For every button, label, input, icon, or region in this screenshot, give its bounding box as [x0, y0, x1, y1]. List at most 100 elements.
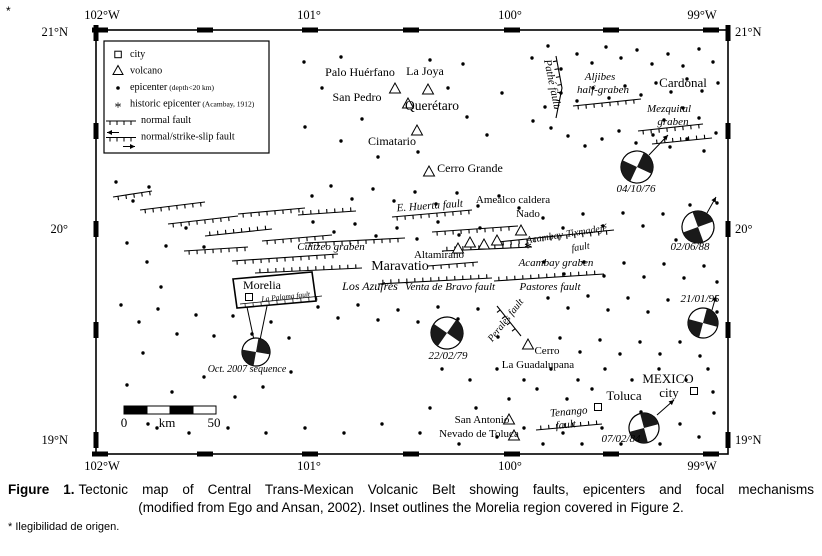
focal-mechanism-date: Oct. 2007 sequence [208, 364, 287, 375]
city-square-icon [114, 50, 122, 59]
map-legend: city volcano epicenter (depth<20 km) * histo… [103, 40, 270, 154]
axis-label: 100° [498, 459, 522, 473]
place-label: La Joya [406, 64, 444, 78]
focal-mechanism [681, 210, 715, 244]
axis-label: 19°N [735, 433, 762, 447]
fault-line [237, 207, 306, 218]
fault-line [377, 274, 493, 285]
place-label: San Antonio [455, 414, 510, 426]
place-label: Morelia [243, 278, 282, 292]
focal-mechanism-date: 21/01/95 [680, 293, 720, 305]
fault-line [183, 246, 249, 255]
axis-label: 19°N [41, 433, 68, 447]
axis-label: 100° [498, 8, 522, 22]
volcano-triangle-icon [410, 123, 424, 136]
volcano-triangle-icon [401, 96, 415, 109]
morelia-inset-box [232, 271, 317, 341]
legend-item-label: city [130, 49, 146, 60]
legend-item-label: historic epicenter (Acambay, 1912) [130, 99, 255, 110]
city-markers [245, 293, 698, 411]
scale-bar-label: 50 [208, 415, 221, 430]
focal-mechanism [628, 412, 660, 444]
volcano-markers [388, 81, 535, 441]
place-label: Acambay graben [518, 257, 594, 269]
tectonic-map: * 04/10/76 02/06/88 21/01/95 22/02/79 Oct. 20… [41, 8, 762, 473]
fault-line [493, 270, 605, 282]
place-label: Pathé fault [541, 57, 563, 109]
fault-line [112, 190, 153, 201]
place-label: fault [571, 241, 591, 255]
axis-label: 102°W [84, 8, 120, 22]
place-label: Los Azufres [341, 279, 398, 293]
arrow [656, 399, 675, 416]
place-label: Nevado de Toluca [439, 428, 519, 440]
fault-line [535, 420, 603, 431]
volcano-triangle-icon [463, 235, 477, 248]
frame-ticks [92, 25, 731, 457]
fault-line [497, 229, 615, 246]
fault-line [231, 253, 339, 265]
epicenter-dots [114, 44, 720, 446]
place-label: graben [657, 116, 689, 128]
fault-line [427, 261, 479, 270]
place-label: Amealco caldera [476, 194, 550, 206]
place-label: half-graben [577, 84, 629, 96]
focal-mechanism-date: 02/06/88 [670, 241, 710, 253]
place-label: San Pedro [333, 90, 382, 104]
city-square-icon [690, 387, 698, 395]
scale-bar-label: km [159, 415, 176, 430]
axis-label: 21°N [41, 25, 68, 39]
axis-label: 20° [51, 222, 69, 236]
place-label: Cardonal [659, 75, 707, 90]
focal-mechanism-date: 22/02/79 [428, 350, 468, 362]
arrow [711, 295, 718, 311]
volcano-triangle-icon [388, 81, 402, 94]
place-label: MEXICO [642, 371, 693, 386]
figure-caption: Figure 1. Tectonic map of Central Trans-M… [8, 482, 814, 533]
volcano-triangle-icon [490, 233, 504, 246]
legend-item-label: normal/strike-slip fault [141, 132, 235, 143]
place-label: Cerro [534, 345, 560, 357]
place-label: Altamirano [414, 249, 465, 261]
asterisk-icon: * [115, 101, 122, 116]
scale-bar-label: 0 [121, 415, 128, 430]
place-label: city [659, 385, 679, 400]
legend-item-label: epicenter (depth<20 km) [130, 82, 215, 93]
city-square-icon [245, 293, 253, 301]
axis-label: 102°W [84, 459, 120, 473]
fault-line [254, 264, 363, 274]
arrow [648, 134, 669, 156]
axis-label: 20° [735, 222, 753, 236]
axis-label: 99°W [687, 8, 716, 22]
axis-label: 21°N [735, 25, 762, 39]
volcano-triangle-icon [521, 337, 535, 350]
place-label: Venta de Bravo fault [405, 281, 496, 293]
volcano-triangle-icon [422, 164, 436, 177]
place-label: E. Huerta fault [395, 198, 464, 215]
fault-line [572, 98, 642, 110]
axis-label: 101° [297, 8, 321, 22]
volcano-triangle-icon [514, 223, 528, 236]
figure-label: Figure 1. [8, 482, 75, 497]
place-label: Maravatio [371, 259, 429, 274]
place-label: Cimatario [368, 134, 416, 148]
fault-line [167, 215, 239, 228]
historic-epicenter-marker: * [524, 240, 532, 257]
fault-line [204, 225, 273, 237]
place-label: Nado [516, 208, 540, 220]
focal-mechanism [430, 316, 464, 350]
place-label: Perales fault [485, 297, 526, 345]
fault-line [261, 234, 333, 245]
place-label: Aljibes [584, 71, 616, 83]
fault-line [297, 207, 357, 216]
volcano-triangle-icon [477, 237, 491, 250]
place-label: Cerro Grande [437, 161, 503, 175]
place-label: Toluca [606, 388, 641, 403]
place-label: Cuitzeo graben [297, 241, 365, 253]
fault-line [496, 305, 522, 337]
focal-mechanism-date: 07/02/84 [601, 433, 641, 445]
legend-item-label: normal fault [141, 115, 191, 126]
arrow [706, 196, 717, 214]
place-label: Tenango [550, 404, 589, 419]
place-label: Palo Huérfano [325, 65, 395, 79]
